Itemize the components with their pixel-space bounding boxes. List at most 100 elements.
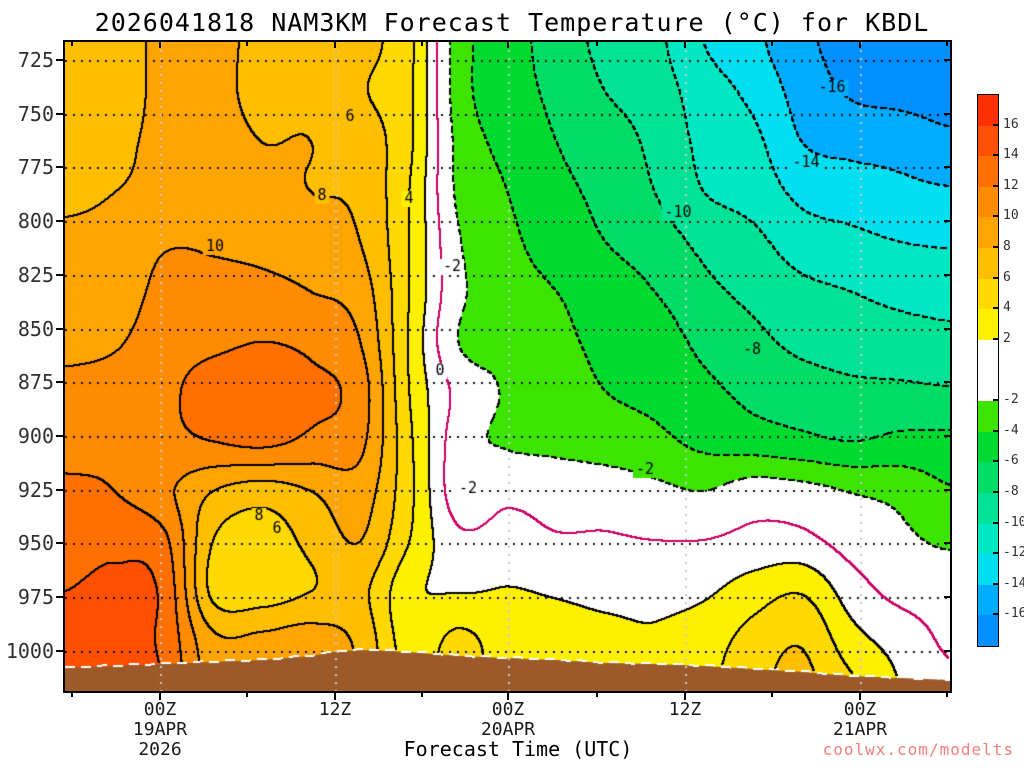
colorbar-label: 6 [1003,269,1011,285]
y-tick-mark [56,542,63,544]
x-tick-label-line: 20APR [480,719,536,740]
y-tick-mark [944,489,951,491]
colorbar-segment [978,95,998,126]
colorbar-tick [993,521,999,524]
y-tick-mark [944,59,951,61]
colorbar-segment [978,217,998,249]
x-axis-title: Forecast Time (UTC) [403,737,633,761]
x-minor-tick-mark [771,42,773,46]
y-tick-label: 1000 [5,639,54,663]
y-tick-mark [56,113,63,115]
x-tick-label-line: 21APR [832,719,888,740]
y-tick-mark [944,274,951,276]
y-tick-mark [944,113,951,115]
colorbar-tick [993,154,999,157]
x-minor-tick-mark [71,42,73,46]
colorbar-segment [978,248,998,279]
y-tick-mark [56,435,63,437]
x-minor-tick-mark [596,42,598,46]
y-tick-mark [56,596,63,598]
colorbar-segment [978,309,998,340]
y-tick-label: 975 [17,585,54,609]
x-tick-label: 00Z 21APR [790,700,930,740]
colorbar-tick [993,613,999,616]
colorbar-label: 14 [1003,147,1019,163]
y-tick-label: 750 [17,102,54,126]
colorbar-tick [993,184,999,187]
x-tick-mark [684,693,686,700]
x-minor-tick-mark [421,42,423,46]
colorbar-label: -4 [1003,422,1019,438]
colorbar-tick [993,307,999,310]
x-tick-mark [334,42,336,48]
y-tick-label: 800 [17,209,54,233]
x-tick-mark [859,42,861,48]
x-minor-tick-mark [421,693,423,697]
x-tick-label-line: 12Z [668,699,702,720]
y-tick-mark [944,381,951,383]
colorbar-label: 4 [1003,300,1011,316]
x-tick-label: 00Z 20APR [438,700,578,740]
colorbar-tick [993,490,999,493]
colorbar-segment [978,156,998,187]
y-tick-mark [944,220,951,222]
colorbar-segment [978,370,998,402]
y-tick-mark [944,435,951,437]
colorbar-bar [977,94,999,647]
y-tick-label: 725 [17,48,54,72]
colorbar-tick [993,582,999,585]
colorbar-tick [993,123,999,126]
y-tick-mark [944,650,951,652]
y-tick-mark [944,328,951,330]
colorbar-segment [978,462,998,493]
colorbar-tick [993,429,999,432]
x-minor-tick-mark [71,693,73,697]
x-minor-tick-mark [946,42,948,46]
x-tick-label-line: 2026 [138,739,182,760]
colorbar-segment [978,278,998,310]
y-tick-mark [56,59,63,61]
y-tick-mark [56,650,63,652]
x-tick-mark [159,693,161,700]
colorbar-label: -8 [1003,483,1019,499]
y-tick-label: 825 [17,263,54,287]
x-tick-mark [507,693,509,700]
colorbar-segment [978,615,998,646]
y-tick-mark [944,542,951,544]
x-tick-mark [334,693,336,700]
colorbar-segment [978,125,998,157]
watermark-link[interactable]: coolwx.com/modelts [822,740,1014,759]
x-tick-mark [684,42,686,48]
x-minor-tick-mark [246,42,248,46]
x-tick-label: 00Z 19APR 2026 [90,700,230,760]
y-tick-mark [56,220,63,222]
x-tick-label-line: 00Z [143,699,177,720]
x-tick-label-line: 00Z [843,699,877,720]
x-tick-mark [507,42,509,48]
y-tick-mark [944,166,951,168]
colorbar-segment [978,523,998,555]
y-tick-mark [56,166,63,168]
x-minor-tick-mark [246,693,248,697]
y-tick-mark [56,381,63,383]
y-tick-label: 850 [17,317,54,341]
colorbar-label: 8 [1003,239,1011,255]
y-tick-mark [56,328,63,330]
colorbar-tick [993,460,999,463]
y-tick-label: 900 [17,424,54,448]
y-tick-label: 950 [17,531,54,555]
colorbar-segment [978,492,998,524]
x-tick-label: 12Z [265,700,405,720]
colorbar-segment [978,584,998,616]
x-tick-label-line: 19APR [132,719,188,740]
x-minor-tick-mark [946,693,948,697]
page-title: 2026041818 NAM3KM Forecast Temperature (… [94,8,930,37]
colorbar-segment [978,431,998,463]
colorbar-label: 12 [1003,177,1019,193]
y-tick-label: 775 [17,155,54,179]
x-tick-label-line: 00Z [491,699,525,720]
colorbar-segment [978,401,998,432]
colorbar-label: -14 [1003,575,1024,591]
colorbar-label: 16 [1003,116,1019,132]
colorbar-label: 2 [1003,330,1011,346]
